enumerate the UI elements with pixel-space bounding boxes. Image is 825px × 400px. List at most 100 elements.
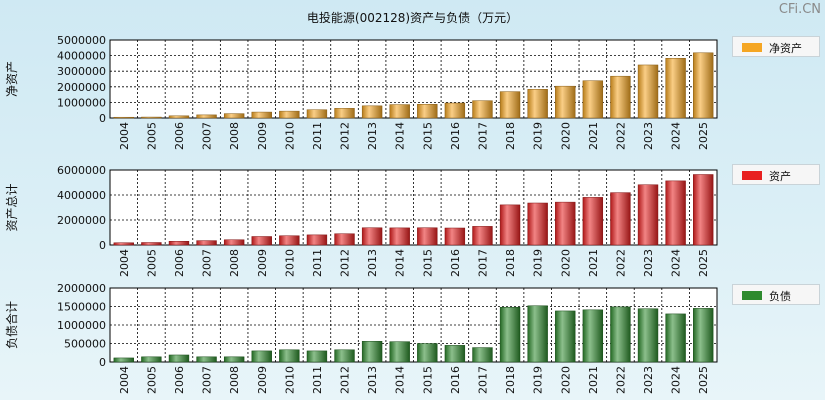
bar-assets [665, 180, 686, 246]
bar-liabilities [306, 350, 328, 363]
bar-liabilities [637, 308, 659, 363]
bar-assets [279, 235, 300, 246]
bar-liabilities [334, 349, 355, 363]
x-tick-label-net-assets: 2010 [283, 122, 296, 150]
bar-liabilities [168, 354, 190, 363]
bar-liabilities [527, 305, 548, 363]
bar-assets [637, 184, 659, 246]
y-tick-label-net-assets: 5000000 [57, 34, 106, 47]
x-tick-label-net-assets: 2009 [256, 122, 269, 150]
bar-net-assets [279, 110, 300, 119]
x-tick-label-net-assets: 2014 [394, 122, 407, 150]
x-tick-label-liabilities: 2004 [118, 366, 131, 394]
y-axis-label-net-assets: 净资产 [5, 61, 19, 97]
bar-liabilities [582, 309, 604, 363]
bar-liabilities [444, 345, 466, 363]
x-tick-label-net-assets: 2021 [587, 122, 600, 150]
x-tick-label-net-assets: 2020 [559, 122, 572, 150]
bar-liabilities [610, 306, 631, 363]
x-tick-label-liabilities: 2018 [504, 366, 517, 394]
x-tick-label-net-assets: 2013 [366, 122, 379, 150]
y-tick-label-assets: 0 [99, 239, 106, 252]
x-tick-label-net-assets: 2023 [642, 122, 655, 150]
x-tick-label-net-assets: 2019 [532, 122, 545, 150]
x-tick-label-net-assets: 2005 [145, 122, 158, 150]
y-tick-label-liabilities: 1500000 [57, 301, 106, 314]
bar-net-assets [389, 104, 410, 119]
bar-assets [582, 197, 604, 246]
y-tick-label-liabilities: 2000000 [57, 282, 106, 295]
x-tick-label-net-assets: 2008 [228, 122, 241, 150]
x-tick-label-assets: 2004 [118, 249, 131, 277]
legend-label-liabilities: 负债 [769, 290, 791, 303]
x-tick-label-liabilities: 2022 [614, 366, 627, 394]
x-tick-label-assets: 2005 [145, 249, 158, 277]
bar-liabilities [693, 308, 714, 363]
x-tick-label-assets: 2018 [504, 249, 517, 277]
bar-net-assets [610, 75, 631, 119]
bar-net-assets [555, 85, 576, 119]
x-tick-label-net-assets: 2006 [173, 122, 186, 150]
bar-liabilities [417, 343, 438, 363]
x-tick-label-liabilities: 2009 [256, 366, 269, 394]
x-tick-label-net-assets: 2007 [201, 122, 214, 150]
y-axis-label-liabilities: 负债合计 [4, 301, 19, 349]
bar-liabilities [555, 310, 576, 363]
x-tick-label-liabilities: 2014 [394, 366, 407, 394]
bar-net-assets [113, 116, 134, 119]
y-tick-label-net-assets: 1000000 [57, 96, 106, 109]
x-tick-label-liabilities: 2017 [476, 366, 489, 394]
bar-liabilities [141, 356, 162, 363]
x-tick-label-assets: 2023 [642, 249, 655, 277]
bar-liabilities [389, 341, 410, 363]
x-tick-label-net-assets: 2024 [670, 122, 683, 150]
x-tick-label-assets: 2025 [697, 249, 710, 277]
bar-net-assets [499, 91, 521, 119]
y-tick-label-liabilities: 1000000 [57, 319, 106, 332]
y-tick-label-assets: 6000000 [57, 164, 106, 177]
x-tick-label-liabilities: 2015 [421, 366, 434, 394]
x-tick-label-liabilities: 2011 [311, 366, 324, 394]
legend-liabilities: 负债 [732, 284, 820, 305]
bar-assets [196, 240, 217, 246]
bar-net-assets [444, 102, 466, 119]
x-tick-label-net-assets: 2016 [449, 122, 462, 150]
x-tick-label-liabilities: 2019 [532, 366, 545, 394]
bar-liabilities [196, 356, 217, 363]
x-tick-label-assets: 2020 [559, 249, 572, 277]
bar-assets [499, 204, 521, 246]
x-tick-label-net-assets: 2004 [118, 122, 131, 150]
bar-assets [472, 226, 493, 246]
x-tick-label-assets: 2021 [587, 249, 600, 277]
x-tick-label-net-assets: 2018 [504, 122, 517, 150]
bar-net-assets [196, 114, 217, 119]
x-tick-label-liabilities: 2007 [201, 366, 214, 394]
legend-label-net-assets: 净资产 [769, 42, 802, 55]
x-tick-label-liabilities: 2008 [228, 366, 241, 394]
bar-liabilities [665, 313, 686, 363]
x-tick-label-assets: 2011 [311, 249, 324, 277]
y-tick-label-assets: 4000000 [57, 189, 106, 202]
x-tick-label-assets: 2012 [339, 249, 352, 277]
legend-swatch-liabilities [742, 291, 762, 300]
x-tick-label-assets: 2013 [366, 249, 379, 277]
bar-liabilities [472, 347, 493, 363]
legend-swatch-net-assets [742, 43, 762, 52]
bar-net-assets [306, 109, 328, 119]
x-tick-label-liabilities: 2021 [587, 366, 600, 394]
x-tick-label-liabilities: 2024 [670, 366, 683, 394]
y-tick-label-net-assets: 0 [99, 112, 106, 125]
bar-assets [334, 233, 355, 246]
x-tick-label-liabilities: 2025 [697, 366, 710, 394]
y-tick-label-net-assets: 4000000 [57, 50, 106, 63]
legend-label-assets: 资产 [769, 170, 791, 183]
x-tick-label-assets: 2008 [228, 249, 241, 277]
bar-net-assets [527, 89, 548, 119]
x-tick-label-net-assets: 2015 [421, 122, 434, 150]
x-tick-label-assets: 2010 [283, 249, 296, 277]
x-tick-label-liabilities: 2016 [449, 366, 462, 394]
x-tick-label-liabilities: 2023 [642, 366, 655, 394]
bar-liabilities [279, 349, 300, 363]
bar-net-assets [472, 100, 493, 119]
